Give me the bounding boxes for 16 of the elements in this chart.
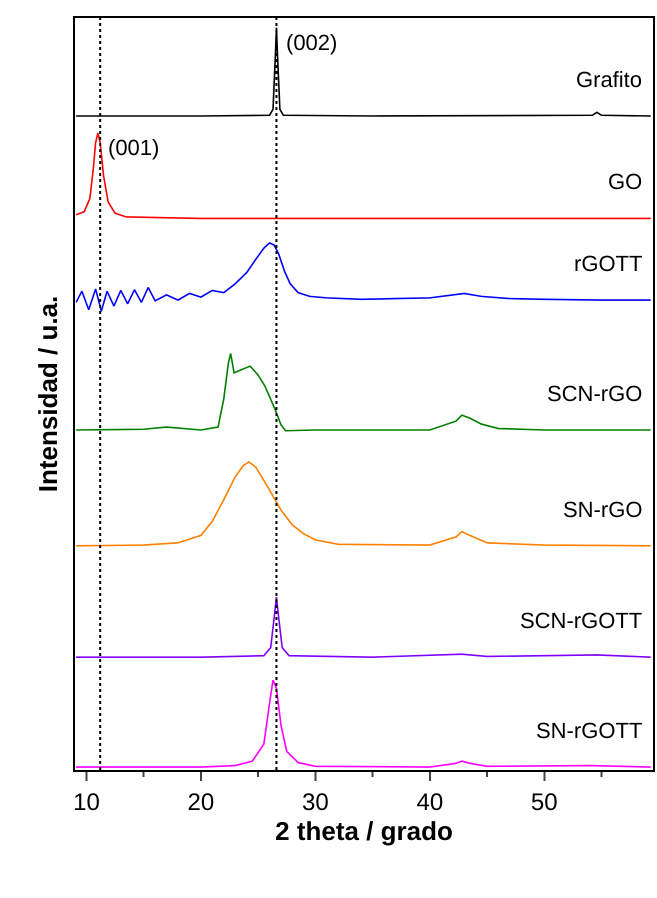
- annotation: (001): [108, 135, 160, 160]
- series-label: SN-rGO: [563, 497, 642, 522]
- series-label: rGOTT: [574, 251, 642, 276]
- x-tick-label: 40: [416, 788, 444, 816]
- x-axis-title: 2 theta / grado: [275, 816, 453, 846]
- series-label: SN-rGOTT: [536, 718, 642, 743]
- x-tick-label: 10: [73, 788, 100, 816]
- x-tick-label: 20: [188, 788, 214, 816]
- x-tick-label: 50: [530, 788, 558, 816]
- series-label: SCN-rGO: [547, 381, 642, 406]
- x-tick-label: 30: [302, 788, 329, 816]
- series-label: Grafito: [576, 67, 642, 92]
- series-label: SCN-rGOTT: [520, 608, 642, 633]
- y-axis-title: Intensidad / u.a.: [32, 296, 63, 492]
- series-label: GO: [608, 169, 642, 194]
- annotation: (002): [286, 30, 338, 55]
